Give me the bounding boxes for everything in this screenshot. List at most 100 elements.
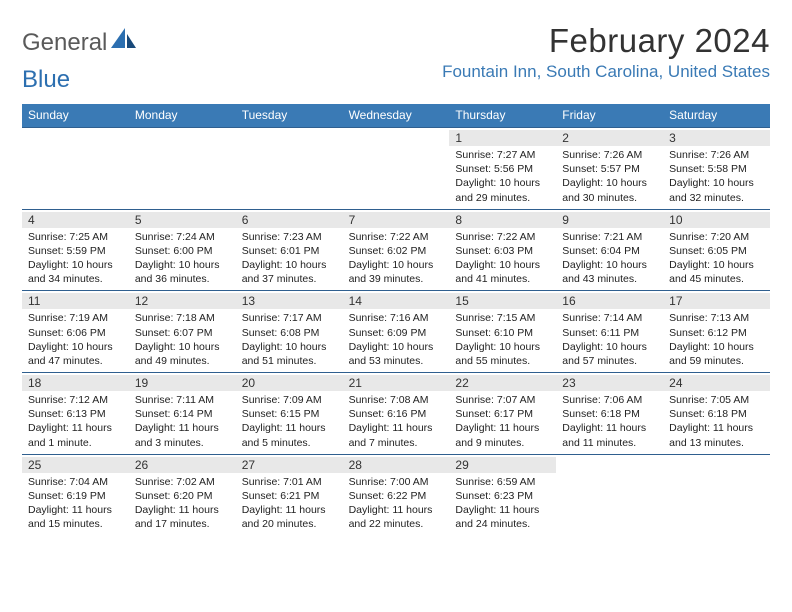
daylight-text: Daylight: 11 hours and 11 minutes. [562,421,659,449]
day-sun-info: Sunrise: 7:24 AMSunset: 6:00 PMDaylight:… [135,230,232,287]
day-cell: 19Sunrise: 7:11 AMSunset: 6:14 PMDayligh… [129,373,236,454]
day-number-bar: 16 [556,293,663,309]
day-sun-info: Sunrise: 7:27 AMSunset: 5:56 PMDaylight:… [455,148,552,205]
sunset-text: Sunset: 6:02 PM [349,244,446,258]
sunrise-text: Sunrise: 7:23 AM [242,230,339,244]
daylight-text: Daylight: 10 hours and 49 minutes. [135,340,232,368]
day-sun-info: Sunrise: 7:09 AMSunset: 6:15 PMDaylight:… [242,393,339,450]
day-sun-info: Sunrise: 7:04 AMSunset: 6:19 PMDaylight:… [28,475,125,532]
brand-text-part1: General [22,29,107,57]
day-sun-info: Sunrise: 7:13 AMSunset: 6:12 PMDaylight:… [669,311,766,368]
day-number-bar: 29 [449,457,556,473]
day-number-bar: 28 [343,457,450,473]
day-cell: 28Sunrise: 7:00 AMSunset: 6:22 PMDayligh… [343,455,450,536]
day-sun-info: Sunrise: 7:01 AMSunset: 6:21 PMDaylight:… [242,475,339,532]
sunset-text: Sunset: 6:08 PM [242,326,339,340]
day-cell: 13Sunrise: 7:17 AMSunset: 6:08 PMDayligh… [236,291,343,372]
day-cell: 23Sunrise: 7:06 AMSunset: 6:18 PMDayligh… [556,373,663,454]
day-number-bar: 23 [556,375,663,391]
day-cell: 18Sunrise: 7:12 AMSunset: 6:13 PMDayligh… [22,373,129,454]
sunrise-text: Sunrise: 7:02 AM [135,475,232,489]
day-number: 5 [135,213,232,227]
day-number: 16 [562,294,659,308]
day-cell: 10Sunrise: 7:20 AMSunset: 6:05 PMDayligh… [663,210,770,291]
day-number-bar: 17 [663,293,770,309]
sunset-text: Sunset: 5:58 PM [669,162,766,176]
day-number-bar: 3 [663,130,770,146]
daylight-text: Daylight: 11 hours and 3 minutes. [135,421,232,449]
day-number-bar: 19 [129,375,236,391]
day-cell: 4Sunrise: 7:25 AMSunset: 5:59 PMDaylight… [22,210,129,291]
daylight-text: Daylight: 11 hours and 1 minute. [28,421,125,449]
day-number-bar: 24 [663,375,770,391]
day-number-bar: 9 [556,212,663,228]
sunrise-text: Sunrise: 7:04 AM [28,475,125,489]
sunset-text: Sunset: 6:22 PM [349,489,446,503]
sunset-text: Sunset: 6:12 PM [669,326,766,340]
day-sun-info: Sunrise: 7:08 AMSunset: 6:16 PMDaylight:… [349,393,446,450]
day-sun-info: Sunrise: 7:22 AMSunset: 6:03 PMDaylight:… [455,230,552,287]
sunrise-text: Sunrise: 7:05 AM [669,393,766,407]
day-number: 25 [28,458,125,472]
day-number: 19 [135,376,232,390]
day-number: 2 [562,131,659,145]
day-sun-info: Sunrise: 7:22 AMSunset: 6:02 PMDaylight:… [349,230,446,287]
sunrise-text: Sunrise: 7:18 AM [135,311,232,325]
sunrise-text: Sunrise: 7:27 AM [455,148,552,162]
day-number-bar: 5 [129,212,236,228]
day-number: 26 [135,458,232,472]
daylight-text: Daylight: 10 hours and 57 minutes. [562,340,659,368]
day-cell: 27 Sunrise: 7:01 AMSunset: 6:21 PMDayligh… [236,455,343,536]
day-sun-info: Sunrise: 7:23 AMSunset: 6:01 PMDaylight:… [242,230,339,287]
day-cell: 16Sunrise: 7:14 AMSunset: 6:11 PMDayligh… [556,291,663,372]
day-number: 9 [562,213,659,227]
day-number: 14 [349,294,446,308]
weekday-header: Tuesday [236,104,343,127]
weekday-header: Friday [556,104,663,127]
sunrise-text: Sunrise: 7:16 AM [349,311,446,325]
day-sun-info: Sunrise: 7:18 AMSunset: 6:07 PMDaylight:… [135,311,232,368]
day-cell: 26Sunrise: 7:02 AMSunset: 6:20 PMDayligh… [129,455,236,536]
day-number-bar: 20 [236,375,343,391]
day-number-bar: 2 [556,130,663,146]
daylight-text: Daylight: 10 hours and 47 minutes. [28,340,125,368]
day-cell [663,455,770,536]
day-cell: 15 Sunrise: 7:15 AMSunset: 6:10 PMDayligh… [449,291,556,372]
sunset-text: Sunset: 6:03 PM [455,244,552,258]
day-cell: 6Sunrise: 7:23 AMSunset: 6:01 PMDaylight… [236,210,343,291]
daylight-text: Daylight: 10 hours and 36 minutes. [135,258,232,286]
sunset-text: Sunset: 6:04 PM [562,244,659,258]
day-number-bar: 25 [22,457,129,473]
day-number-bar: 18 [22,375,129,391]
day-number: 11 [28,294,125,308]
sunrise-text: Sunrise: 7:24 AM [135,230,232,244]
day-number-bar: 15 [449,293,556,309]
sunset-text: Sunset: 6:23 PM [455,489,552,503]
brand-sail-icon [111,28,137,57]
day-number: 18 [28,376,125,390]
sunset-text: Sunset: 6:17 PM [455,407,552,421]
sunset-text: Sunset: 6:19 PM [28,489,125,503]
day-number-bar: 8 [449,212,556,228]
sunrise-text: Sunrise: 7:09 AM [242,393,339,407]
sunset-text: Sunset: 6:09 PM [349,326,446,340]
day-number: 17 [669,294,766,308]
sunrise-text: Sunrise: 7:07 AM [455,393,552,407]
day-number-bar: 4 [22,212,129,228]
day-sun-info: Sunrise: 7:15 AMSunset: 6:10 PMDaylight:… [455,311,552,368]
daylight-text: Daylight: 10 hours and 51 minutes. [242,340,339,368]
daylight-text: Daylight: 10 hours and 59 minutes. [669,340,766,368]
day-number-bar: 27 [236,457,343,473]
day-cell [129,128,236,209]
day-cell: 1Sunrise: 7:27 AMSunset: 5:56 PMDaylight… [449,128,556,209]
daylight-text: Daylight: 11 hours and 5 minutes. [242,421,339,449]
daylight-text: Daylight: 11 hours and 9 minutes. [455,421,552,449]
day-cell: 29Sunrise: 6:59 AMSunset: 6:23 PMDayligh… [449,455,556,536]
day-cell [236,128,343,209]
day-number-bar: 7 [343,212,450,228]
daylight-text: Daylight: 10 hours and 34 minutes. [28,258,125,286]
daylight-text: Daylight: 10 hours and 32 minutes. [669,176,766,204]
sunset-text: Sunset: 6:06 PM [28,326,125,340]
day-number: 3 [669,131,766,145]
day-sun-info: Sunrise: 7:17 AMSunset: 6:08 PMDaylight:… [242,311,339,368]
